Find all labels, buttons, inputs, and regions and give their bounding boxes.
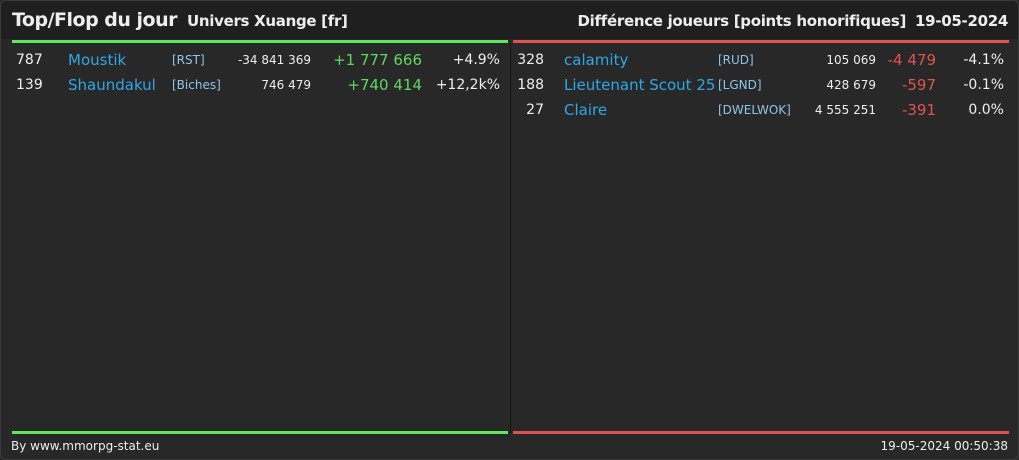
alliance: [DWELWOK] — [718, 103, 791, 117]
rank: 188 — [517, 77, 544, 93]
header-bar — [1, 1, 1018, 39]
alliance: [Biches] — [172, 78, 221, 92]
rank: 328 — [517, 52, 544, 68]
footer-right: 19-05-2024 00:50:38 — [880, 439, 1008, 453]
total-points: 428 679 — [826, 78, 876, 92]
alliance: [RUD] — [718, 53, 754, 67]
percent-diff: -0.1% — [963, 77, 1004, 93]
footer-left: By www.mmorpg-stat.eu — [11, 439, 160, 453]
player-name[interactable]: Claire — [564, 100, 608, 119]
points-diff: -391 — [901, 100, 936, 119]
top-bottom-line — [12, 431, 508, 434]
rank: 787 — [16, 52, 43, 68]
subtitle: Univers Xuange [fr] — [187, 12, 348, 30]
percent-diff: -4.1% — [963, 52, 1004, 68]
alliance: [LGND] — [718, 78, 762, 92]
percent-diff: 0.0% — [968, 102, 1004, 118]
alliance: [RST] — [172, 53, 205, 67]
total-points: 746 479 — [261, 78, 311, 92]
percent-diff: +4.9% — [452, 52, 500, 68]
total-points: 105 069 — [826, 53, 876, 67]
total-points: 4 555 251 — [814, 103, 876, 117]
total-points: -34 841 369 — [237, 53, 311, 67]
top-line — [12, 40, 508, 43]
right-title: Différence joueurs [points honorifiques] — [577, 12, 907, 30]
date: 19-05-2024 — [915, 12, 1008, 30]
points-diff: -4 479 — [887, 50, 936, 69]
divider — [510, 43, 511, 433]
flop-line — [513, 40, 1009, 43]
player-name[interactable]: Lieutenant Scout 25 — [564, 75, 716, 94]
percent-diff: +12,2k% — [435, 77, 500, 93]
player-name[interactable]: Shaundakul — [68, 75, 156, 94]
title: Top/Flop du jour — [12, 9, 178, 31]
player-name[interactable]: Moustik — [68, 50, 127, 69]
points-diff: -597 — [901, 75, 936, 94]
rank: 27 — [526, 102, 544, 118]
rank: 139 — [16, 77, 43, 93]
points-diff: +1 777 666 — [333, 50, 422, 69]
flop-bottom-line — [513, 431, 1009, 434]
player-name[interactable]: calamity — [564, 50, 629, 69]
points-diff: +740 414 — [347, 75, 422, 94]
